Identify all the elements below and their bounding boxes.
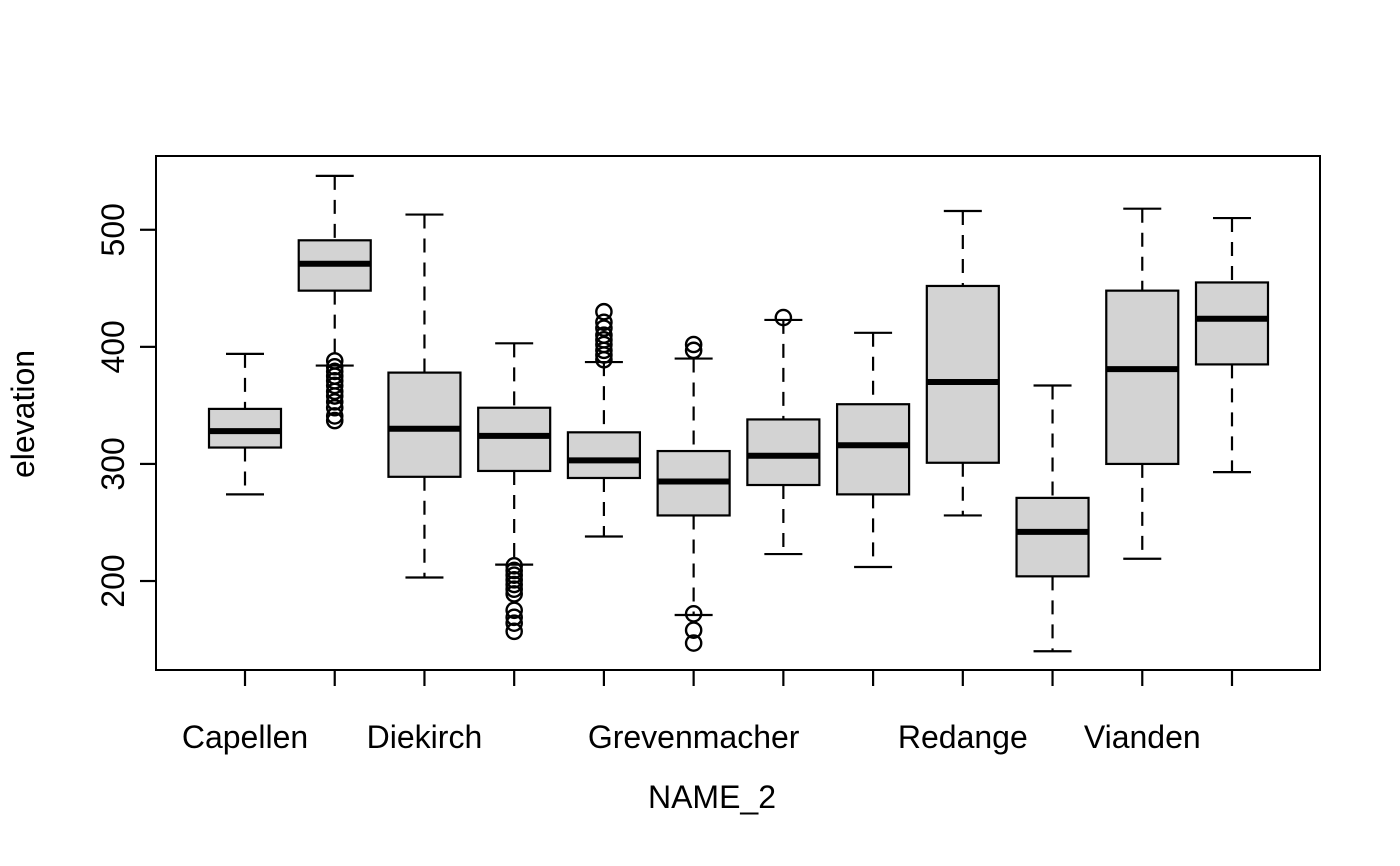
box-rect [387, 371, 462, 478]
box-rect [1105, 289, 1180, 466]
box-12 [1194, 216, 1270, 474]
y-tick-label: 200 [95, 554, 131, 607]
box-rect [835, 403, 911, 496]
box-rect [1194, 281, 1270, 366]
outlier-point [325, 407, 344, 425]
box-7 [746, 308, 821, 556]
box-2 [297, 174, 372, 430]
box-rect [477, 406, 552, 473]
box-redange [925, 209, 1000, 517]
outlier-point [325, 398, 344, 417]
outlier-point [325, 411, 344, 430]
outlier-point [505, 601, 523, 620]
y-axis-title: elevation [5, 350, 41, 478]
box-diekirch [387, 213, 462, 579]
x-tick-label: Capellen [182, 719, 308, 755]
x-axis-title: NAME_2 [648, 779, 776, 815]
y-axis: 200 300 400 500 [95, 203, 156, 608]
outlier-point [595, 346, 613, 364]
outlier-point [505, 575, 523, 594]
outlier-point [684, 634, 703, 652]
box-4 [477, 342, 552, 641]
box-5 [566, 302, 642, 538]
box-rect [1015, 496, 1090, 578]
outlier-point [774, 308, 793, 327]
y-tick-label: 500 [95, 203, 131, 256]
x-tick-label: Grevenmacher [588, 719, 800, 755]
box-8 [835, 331, 911, 569]
y-tick-label: 400 [95, 320, 131, 373]
outlier-point [684, 341, 703, 360]
x-tick-label: Redange [898, 719, 1028, 755]
x-tick-label: Vianden [1084, 719, 1201, 755]
box-vianden [1105, 207, 1180, 560]
plot-frame [155, 155, 1321, 671]
box-rect [566, 431, 642, 480]
outlier-point [325, 387, 344, 405]
outlier-point [595, 313, 613, 332]
y-tick-label: 300 [95, 437, 131, 490]
x-tick-label: Diekirch [367, 719, 483, 755]
box-capellen [207, 352, 283, 496]
box-grevenmacher [656, 335, 731, 652]
outlier-point [684, 621, 703, 639]
box-10 [1015, 384, 1090, 653]
outlier-point [505, 614, 523, 632]
outlier-point [595, 341, 613, 360]
outlier-point [505, 622, 523, 641]
outlier-point [595, 350, 613, 369]
x-axis: Capellen Diekirch Grevenmacher Redange Viand… [182, 670, 1234, 755]
outlier-point [684, 335, 703, 354]
box-rect [746, 418, 821, 487]
box-rect [925, 284, 1000, 464]
outlier-point [505, 580, 523, 599]
